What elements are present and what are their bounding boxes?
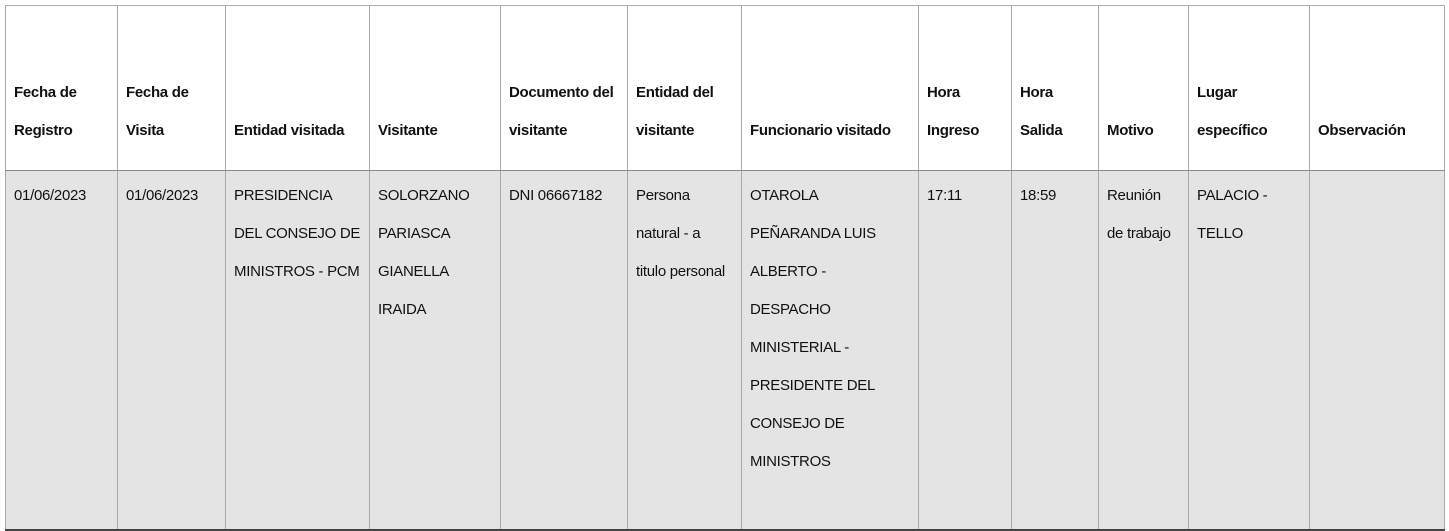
table-cell: Reunión de trabajo: [1098, 170, 1189, 531]
table-cell: Persona natural - a titulo personal: [627, 170, 742, 531]
column-header: Hora Ingreso: [918, 5, 1012, 171]
table-cell: DNI 06667182: [500, 170, 628, 531]
column-header: Documento del visitante: [500, 5, 628, 171]
page: Fecha de Registro Fecha de Visita Entidad …: [5, 5, 1445, 531]
column-header: Fecha de Visita: [117, 5, 226, 171]
column-header: Visitante: [369, 5, 501, 171]
column-header: Observación: [1309, 5, 1445, 171]
data-row: 01/06/2023 01/06/2023 PRESIDENCIA DEL CONS…: [5, 170, 1445, 531]
column-header: Funcionario visitado: [741, 5, 919, 171]
table-cell: PALACIO - TELLO: [1188, 170, 1310, 531]
table-cell: 01/06/2023: [5, 170, 118, 531]
table-cell: 01/06/2023: [117, 170, 226, 531]
column-header: Lugar específico: [1188, 5, 1310, 171]
table-cell: [1309, 170, 1445, 531]
visits-table: Fecha de Registro Fecha de Visita Entidad …: [5, 5, 1445, 531]
table-cell: SOLORZANO PARIASCA GIANELLA IRAIDA: [369, 170, 501, 531]
column-header: Fecha de Registro: [5, 5, 118, 171]
header-row: Fecha de Registro Fecha de Visita Entidad …: [5, 5, 1445, 171]
column-header: Entidad del visitante: [627, 5, 742, 171]
column-header: Motivo: [1098, 5, 1189, 171]
table-cell: 17:11: [918, 170, 1012, 531]
column-header: Hora Salida: [1011, 5, 1099, 171]
table-cell: OTAROLA PEÑARANDA LUIS ALBERTO - DESPACH…: [741, 170, 919, 531]
table-cell: 18:59: [1011, 170, 1099, 531]
table-cell: PRESIDENCIA DEL CONSEJO DE MINISTROS - P…: [225, 170, 370, 531]
column-header: Entidad visitada: [225, 5, 370, 171]
